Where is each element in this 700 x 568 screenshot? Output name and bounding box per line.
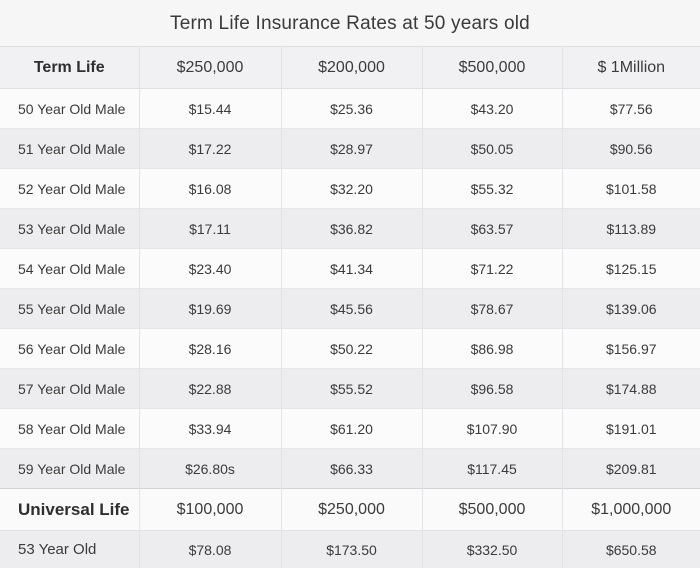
rate-cell: $113.89 bbox=[606, 220, 657, 237]
column-header: $1,000,000 bbox=[591, 500, 672, 518]
rate-cell: $43.20 bbox=[422, 88, 563, 129]
rate-cell: $61.20 bbox=[281, 408, 423, 449]
rate-cell: $23.40 bbox=[139, 248, 282, 289]
rate-cell: $332.50 bbox=[422, 530, 563, 568]
row-label: 55 Year Old Male bbox=[0, 288, 140, 329]
rate-cell: $55.32 bbox=[422, 168, 563, 209]
row-label: 51 Year Old Male bbox=[0, 128, 140, 169]
rate-cell: $28.97 bbox=[281, 128, 423, 169]
row-label: 54 Year Old Male bbox=[0, 248, 140, 289]
column-header: $500,000 bbox=[422, 488, 563, 531]
rate-cell: $174.88 bbox=[605, 380, 657, 397]
table-row: 55 Year Old Male $19.69 $45.56 $78.67 $1… bbox=[0, 288, 700, 329]
term-life-header-label: Term Life bbox=[0, 46, 140, 89]
table-row: 54 Year Old Male $23.40 $41.34 $71.22 $1… bbox=[0, 248, 700, 289]
rate-cell: $156.97 bbox=[605, 340, 657, 357]
rate-cell: $25.36 bbox=[281, 88, 423, 129]
rate-cell: $63.57 bbox=[422, 208, 563, 249]
rate-cell: $101.58 bbox=[605, 180, 657, 197]
column-header: $100,000 bbox=[139, 488, 282, 531]
rate-cell: $90.56 bbox=[609, 140, 653, 157]
rate-cell: $17.22 bbox=[139, 128, 282, 169]
row-label: 56 Year Old Male bbox=[0, 328, 140, 369]
row-label: 53 Year Old Male bbox=[0, 208, 140, 249]
rate-cell: $45.56 bbox=[281, 288, 423, 329]
column-header: $250,000 bbox=[139, 46, 282, 89]
row-label: 57 Year Old Male bbox=[0, 368, 140, 409]
table-row: 50 Year Old Male $15.44 $25.36 $43.20 $7… bbox=[0, 88, 700, 129]
column-header: $500,000 bbox=[422, 46, 563, 89]
rate-cell: $16.08 bbox=[139, 168, 282, 209]
table-row: 51 Year Old Male $17.22 $28.97 $50.05 $9… bbox=[0, 128, 700, 169]
rate-cell: $66.33 bbox=[281, 448, 423, 489]
rate-cell: $191.01 bbox=[605, 420, 657, 437]
rate-cell: $15.44 bbox=[139, 88, 282, 129]
rate-cell: $41.34 bbox=[281, 248, 423, 289]
column-header: $ 1Million bbox=[597, 58, 666, 76]
universal-life-header-row: Universal Life $100,000 $250,000 $500,00… bbox=[0, 488, 700, 531]
row-label: 53 Year Old bbox=[0, 530, 140, 568]
table-row: 53 Year Old Male $17.11 $36.82 $63.57 $1… bbox=[0, 208, 700, 249]
row-label: 58 Year Old Male bbox=[0, 408, 140, 449]
rate-cell: $125.15 bbox=[605, 260, 657, 277]
rate-cell: $139.06 bbox=[605, 300, 657, 317]
rate-cell: $50.05 bbox=[422, 128, 563, 169]
rate-cell: $77.56 bbox=[609, 100, 653, 117]
table-row: 59 Year Old Male $26.80s $66.33 $117.45 … bbox=[0, 448, 700, 489]
table-row: 52 Year Old Male $16.08 $32.20 $55.32 $1… bbox=[0, 168, 700, 209]
table-row: 56 Year Old Male $28.16 $50.22 $86.98 $1… bbox=[0, 328, 700, 369]
rate-cell: $26.80s bbox=[139, 448, 282, 489]
rate-cell: $32.20 bbox=[281, 168, 423, 209]
page-title: Term Life Insurance Rates at 50 years ol… bbox=[170, 13, 530, 34]
column-header: $250,000 bbox=[281, 488, 423, 531]
rate-cell: $71.22 bbox=[422, 248, 563, 289]
rate-cell: $117.45 bbox=[422, 448, 563, 489]
rate-cell: $28.16 bbox=[139, 328, 282, 369]
rates-table: Term Life $250,000 $200,000 $500,000 $ 1… bbox=[0, 46, 700, 568]
row-label: 59 Year Old Male bbox=[0, 448, 140, 489]
rate-cell: $86.98 bbox=[422, 328, 563, 369]
rate-cell: $55.52 bbox=[281, 368, 423, 409]
rate-cell: $36.82 bbox=[281, 208, 423, 249]
table-row: 53 Year Old $78.08 $173.50 $332.50 $650.… bbox=[0, 530, 700, 568]
universal-life-header-label: Universal Life bbox=[0, 488, 140, 531]
rate-cell: $107.90 bbox=[422, 408, 563, 449]
rate-cell: $650.58 bbox=[605, 541, 657, 558]
rate-cell: $19.69 bbox=[139, 288, 282, 329]
rate-cell: $209.81 bbox=[605, 460, 657, 477]
rate-cell: $50.22 bbox=[281, 328, 423, 369]
row-label: 52 Year Old Male bbox=[0, 168, 140, 209]
rate-cell: $33.94 bbox=[139, 408, 282, 449]
rate-cell: $96.58 bbox=[422, 368, 563, 409]
rate-cell: $173.50 bbox=[281, 530, 423, 568]
table-row: 57 Year Old Male $22.88 $55.52 $96.58 $1… bbox=[0, 368, 700, 409]
row-label: 50 Year Old Male bbox=[0, 88, 140, 129]
rate-cell: $78.67 bbox=[422, 288, 563, 329]
rate-cell: $78.08 bbox=[139, 530, 282, 568]
column-header: $200,000 bbox=[281, 46, 423, 89]
term-life-header-row: Term Life $250,000 $200,000 $500,000 $ 1… bbox=[0, 46, 700, 89]
table-row: 58 Year Old Male $33.94 $61.20 $107.90 $… bbox=[0, 408, 700, 449]
rate-cell: $17.11 bbox=[139, 208, 282, 249]
rate-cell: $22.88 bbox=[139, 368, 282, 409]
